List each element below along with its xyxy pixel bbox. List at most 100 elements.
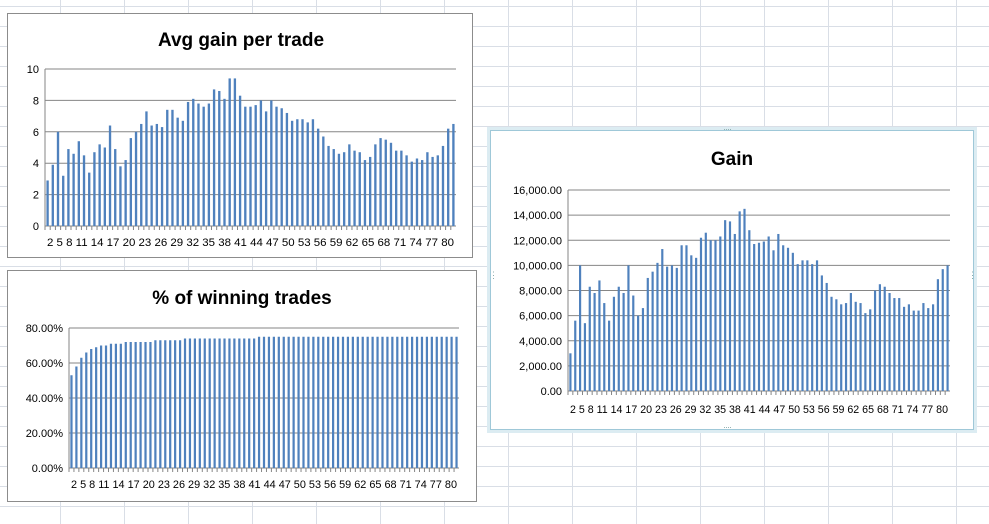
bar (421, 160, 424, 226)
resize-handle-left[interactable]: ⋮ (489, 270, 498, 280)
bar (171, 109, 174, 226)
bar (844, 303, 848, 391)
y-tick-label: 8 (33, 95, 39, 107)
bar (282, 336, 285, 468)
bar (353, 150, 356, 226)
bar (307, 336, 310, 468)
bar (815, 260, 819, 391)
bar (85, 352, 88, 468)
bar (270, 100, 273, 226)
y-tick-label: 6 (33, 127, 39, 139)
y-tick-label: 14,000.00 (513, 210, 562, 222)
y-tick-label: 2,000.00 (519, 361, 562, 373)
bar (346, 336, 350, 468)
bar (603, 303, 606, 391)
bar (155, 123, 159, 226)
bar (272, 336, 275, 468)
bar (322, 136, 325, 226)
avg-gain-chart-svg: Avg gain per trade 0 2 4 6 8 10 2 5 8 11 14 17… (27, 30, 456, 249)
bar (806, 260, 809, 391)
gain-chart-svg: Gain 0.00 2,000.00 4,000.00 6,000.00 8,000.0… (513, 149, 950, 416)
bar (62, 175, 65, 226)
bar (767, 236, 770, 391)
bar (854, 301, 857, 391)
y-tick-label: 10 (27, 64, 39, 76)
y-tick-label: 60.00% (26, 358, 64, 370)
bar (685, 245, 688, 391)
bar (351, 336, 354, 468)
bar (203, 338, 206, 468)
bar (342, 152, 346, 226)
bar (267, 336, 271, 468)
bar (192, 98, 195, 226)
chart-title: Gain (711, 149, 753, 170)
y-tick-label: 4 (33, 158, 39, 170)
bar (907, 304, 910, 391)
bar (641, 308, 645, 391)
bar (311, 119, 315, 226)
bar (193, 338, 196, 468)
bar (608, 320, 611, 391)
bar (223, 98, 226, 226)
y-tick-label: 40.00% (26, 393, 64, 405)
bar (341, 336, 345, 468)
y-tick-label: 16,000.00 (513, 185, 562, 197)
bar (738, 211, 741, 391)
bar (431, 156, 434, 226)
bar (348, 144, 351, 226)
bar (134, 342, 137, 468)
bar (441, 145, 445, 226)
bar (46, 180, 49, 226)
bar (811, 264, 814, 391)
y-tick-label: 6,000.00 (519, 311, 562, 323)
bar (160, 127, 164, 226)
avg-gain-chart[interactable]: Avg gain per trade 0 2 4 6 8 10 2 5 8 11 14 17… (7, 13, 473, 258)
bar (99, 345, 103, 468)
bar (374, 144, 377, 226)
bar (748, 230, 751, 391)
bar (145, 111, 148, 226)
bar (927, 308, 930, 391)
bar (243, 338, 246, 468)
bar (178, 340, 182, 468)
bar (154, 340, 157, 468)
bar (332, 336, 335, 468)
bar (869, 309, 872, 391)
bar (612, 296, 616, 391)
y-tick-label: 4,000.00 (519, 336, 562, 348)
bar (801, 260, 804, 391)
bar (757, 242, 761, 391)
bar (704, 232, 707, 391)
y-tick-label: 12,000.00 (513, 235, 562, 247)
resize-handle-top[interactable]: ···· (723, 124, 732, 134)
bar (363, 160, 367, 226)
winning-trades-chart-svg: % of winning trades 0.00% 20.00% 40.00% 60.… (26, 288, 459, 491)
winning-trades-chart[interactable]: % of winning trades 0.00% 20.00% 40.00% 60.… (7, 270, 477, 502)
bar (202, 106, 205, 226)
bar (212, 89, 216, 226)
bar (129, 138, 133, 226)
bar (56, 131, 60, 226)
resize-handle-bottom[interactable]: ···· (723, 422, 732, 432)
bar (791, 252, 794, 391)
bar (762, 241, 765, 391)
bar (228, 78, 231, 226)
bar (569, 353, 572, 391)
bar (134, 131, 138, 226)
bar (292, 336, 295, 468)
bar (80, 357, 83, 468)
bar (371, 336, 374, 468)
gain-chart[interactable]: Gain 0.00 2,000.00 4,000.00 6,000.00 8,000.0… (489, 125, 977, 432)
bar (322, 336, 325, 468)
bar (361, 336, 364, 468)
bar (166, 109, 169, 226)
bar (159, 340, 162, 468)
bar (90, 349, 93, 468)
bar (249, 106, 252, 226)
resize-handle-right[interactable]: ⋮ (968, 270, 977, 280)
bar (893, 298, 896, 391)
bar (277, 336, 280, 468)
x-tick-labels: 2 5 8 11 14 17 20 23 26 29 32 35 38 41 4… (71, 479, 457, 491)
bar (254, 105, 257, 226)
bar (119, 166, 122, 226)
